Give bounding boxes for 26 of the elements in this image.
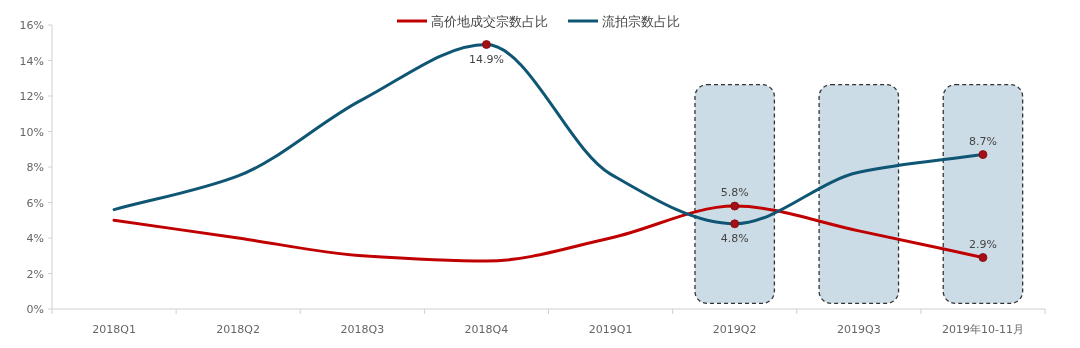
x-tick-label: 2018Q3 (340, 323, 385, 336)
legend-label: 流拍宗数占比 (602, 14, 680, 29)
x-tick-label: 2019Q1 (588, 323, 633, 336)
x-tick-label: 2018Q4 (464, 323, 509, 336)
x-tick-label: 2019年10-11月 (941, 323, 1024, 336)
x-tick-label: 2019Q3 (836, 323, 881, 336)
y-tick-label: 10% (19, 125, 44, 139)
x-tick-label: 2018Q1 (92, 323, 136, 336)
point (978, 253, 988, 262)
y-tick-label: 2% (26, 267, 44, 281)
point (730, 201, 740, 211)
legend-label: 高价地成交宗数占比 (431, 14, 548, 29)
y-tick-label: 12% (19, 90, 44, 103)
x-tick-label: 2018Q2 (216, 323, 261, 336)
data-label: 2.9% (968, 237, 997, 251)
y-tick-label: 4% (26, 232, 44, 245)
y-tick-label: 8% (26, 161, 44, 174)
data-label: 4.8% (720, 231, 749, 245)
y-tick-label: 6% (26, 196, 44, 210)
x-tick-label: 2019Q2 (712, 323, 757, 336)
data-label: 8.7% (968, 134, 997, 148)
y-tick-label: 0% (26, 303, 44, 316)
data-label: 5.8% (720, 186, 749, 200)
y-tick-label: 14% (19, 54, 44, 68)
data-label: 14.9% (468, 52, 504, 66)
y-tick-label: 16% (19, 19, 44, 32)
